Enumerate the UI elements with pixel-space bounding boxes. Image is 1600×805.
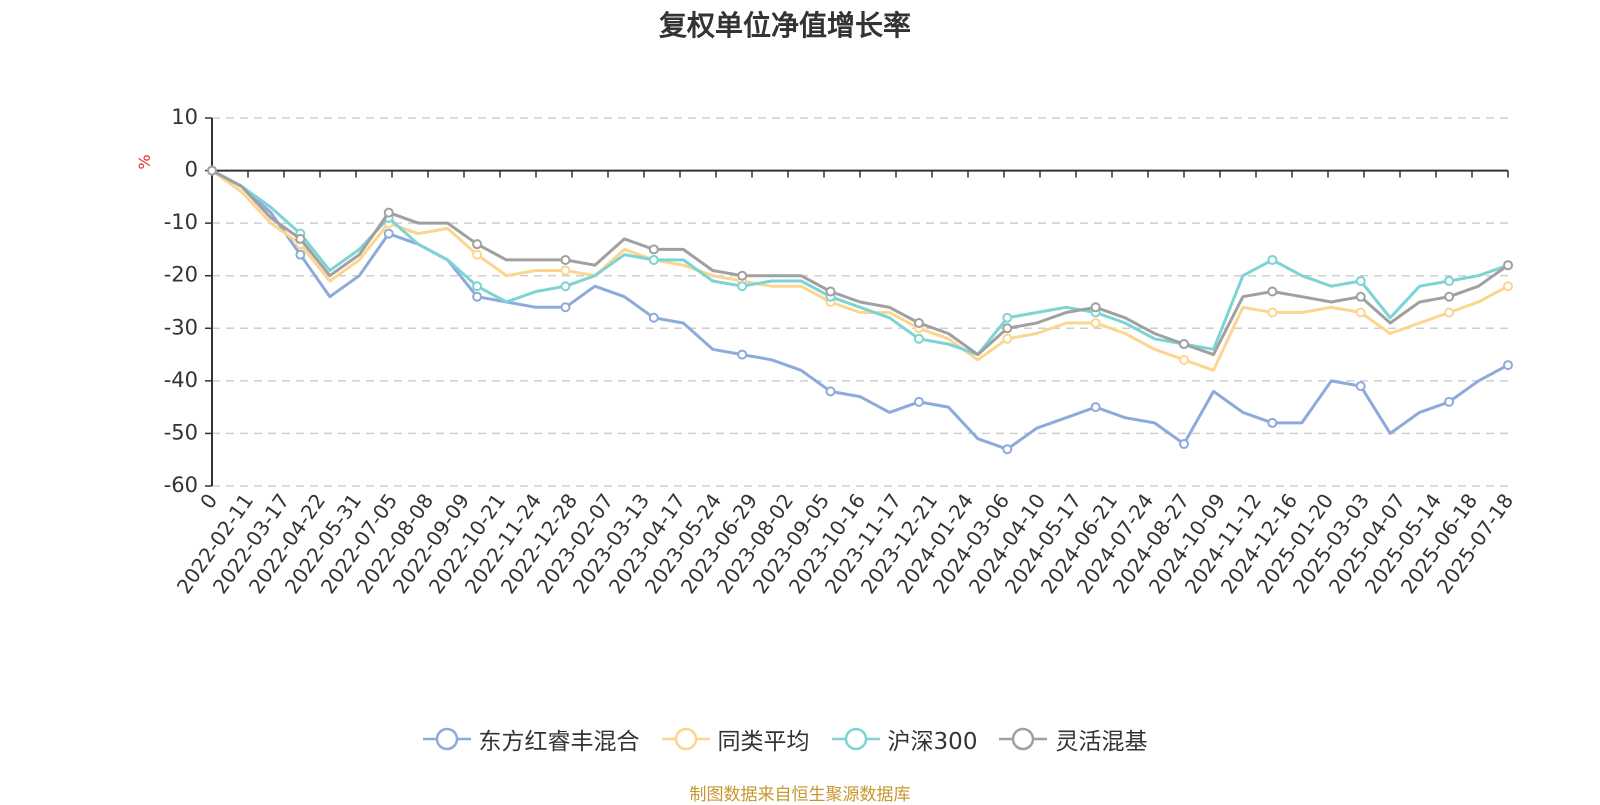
data-point bbox=[913, 333, 924, 344]
x-tick-labels: 02022-02-112022-03-172022-04-222022-05-3… bbox=[172, 489, 1518, 598]
data-point bbox=[1267, 307, 1278, 318]
legend-label: 沪深300 bbox=[887, 729, 978, 755]
data-point bbox=[560, 254, 571, 265]
data-point bbox=[472, 239, 483, 250]
legend: 东方红睿丰混合 同类平均 沪深300 灵活混基 bbox=[0, 722, 1570, 756]
chart-title: 复权单位净值增长率 bbox=[658, 9, 911, 42]
data-point bbox=[737, 281, 748, 292]
series-2 bbox=[207, 165, 1513, 357]
data-point bbox=[560, 265, 571, 276]
data-point bbox=[1503, 281, 1513, 292]
data-point bbox=[825, 286, 836, 297]
x-tick-label: 0 bbox=[195, 489, 222, 513]
source-note: 制图数据来自恒生聚源数据库 bbox=[689, 785, 911, 805]
y-axis-label: % bbox=[135, 154, 154, 169]
y-tick-label: -20 bbox=[164, 263, 198, 287]
data-point bbox=[1355, 275, 1366, 286]
legend-item[interactable]: 同类平均 bbox=[661, 722, 810, 756]
series-lines bbox=[207, 165, 1513, 455]
data-point bbox=[1002, 444, 1013, 455]
data-point bbox=[560, 281, 571, 292]
data-point bbox=[295, 249, 306, 260]
legend-item[interactable]: 沪深300 bbox=[831, 722, 978, 756]
y-tick-label: -30 bbox=[164, 315, 198, 339]
data-point bbox=[825, 386, 836, 397]
data-point bbox=[1267, 254, 1278, 265]
data-point bbox=[1090, 302, 1101, 313]
data-point bbox=[295, 233, 306, 244]
data-point bbox=[737, 270, 748, 281]
data-point bbox=[1444, 291, 1455, 302]
axes bbox=[205, 117, 1509, 487]
y-tick-labels: 10 0 -10 -20 -30 -40 -50 -60 bbox=[164, 105, 198, 497]
legend-item[interactable]: 灵活混基 bbox=[999, 722, 1147, 756]
legend-marker-icon bbox=[831, 727, 880, 751]
data-point bbox=[1179, 339, 1189, 350]
data-point bbox=[913, 396, 924, 407]
series-line bbox=[211, 169, 1509, 372]
legend-marker-icon bbox=[422, 727, 471, 751]
data-point bbox=[1444, 275, 1455, 286]
data-point bbox=[207, 165, 217, 176]
data-point bbox=[1355, 307, 1366, 318]
data-point bbox=[1002, 333, 1013, 344]
series-line bbox=[211, 169, 1509, 357]
data-point bbox=[560, 302, 571, 313]
legend-label: 灵活混基 bbox=[1055, 729, 1148, 755]
legend-label: 同类平均 bbox=[717, 729, 810, 755]
data-point bbox=[648, 254, 659, 265]
data-point bbox=[1267, 286, 1278, 297]
data-point bbox=[472, 249, 483, 260]
data-point bbox=[1179, 354, 1189, 365]
legend-label: 东方红睿丰混合 bbox=[478, 729, 640, 755]
y-tick-label: 0 bbox=[185, 158, 198, 182]
data-point bbox=[383, 228, 394, 239]
data-point bbox=[737, 349, 748, 360]
series-line bbox=[211, 169, 1509, 357]
y-tick-label: -50 bbox=[164, 420, 198, 444]
data-point bbox=[1090, 318, 1101, 329]
y-tick-label: -60 bbox=[164, 473, 198, 497]
series-3 bbox=[207, 165, 1513, 357]
series-1 bbox=[207, 165, 1513, 372]
data-point bbox=[383, 207, 394, 218]
y-tick-label: 10 bbox=[171, 105, 198, 129]
data-point bbox=[1002, 323, 1013, 334]
data-point bbox=[1444, 396, 1455, 407]
y-tick-label: -40 bbox=[164, 368, 198, 392]
data-point bbox=[1355, 291, 1366, 302]
data-point bbox=[913, 318, 924, 329]
data-point bbox=[1002, 312, 1013, 323]
data-point bbox=[1267, 417, 1278, 428]
data-point bbox=[648, 244, 659, 255]
data-point bbox=[648, 312, 659, 323]
data-point bbox=[1355, 381, 1366, 392]
y-tick-label: -10 bbox=[164, 210, 198, 234]
data-point bbox=[1503, 360, 1513, 371]
legend-marker-icon bbox=[661, 727, 710, 751]
data-point bbox=[1179, 438, 1189, 449]
data-point bbox=[1090, 402, 1101, 413]
data-point bbox=[1444, 307, 1455, 318]
data-point bbox=[472, 291, 483, 302]
legend-item[interactable]: 东方红睿丰混合 bbox=[422, 722, 640, 756]
data-point bbox=[1503, 260, 1513, 271]
data-point bbox=[472, 281, 483, 292]
legend-marker-icon bbox=[999, 727, 1048, 751]
